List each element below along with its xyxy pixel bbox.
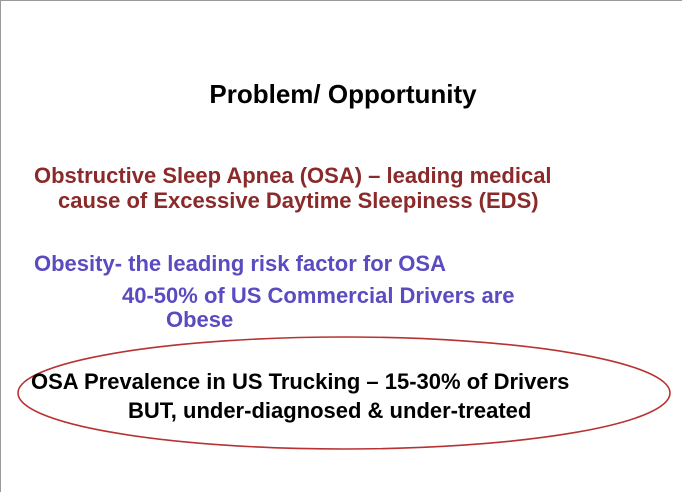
text-line: Obstructive Sleep Apnea (OSA) – leading … — [34, 163, 552, 188]
highlight-ellipse — [17, 336, 671, 450]
text-line: BUT, under-diagnosed & under-treated — [128, 398, 532, 423]
slide-title: Problem/ Opportunity — [209, 79, 477, 109]
text-line: 40-50% of US Commercial Drivers are — [122, 283, 515, 308]
text-line: OSA Prevalence in US Trucking – 15-30% o… — [31, 369, 570, 394]
text-line: Obesity- the leading risk factor for OSA — [34, 251, 446, 276]
text-line: cause of Excessive Daytime Sleepiness (E… — [58, 188, 539, 213]
text-line: Obese — [166, 307, 234, 332]
